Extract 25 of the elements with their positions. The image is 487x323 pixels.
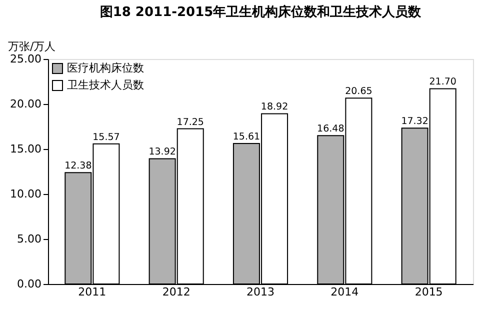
text: 20.65 [345, 86, 372, 98]
x-tick-label: 2014 [330, 286, 359, 298]
text: 15.57 [92, 132, 120, 143]
x-tick-label: 2012 [162, 286, 190, 298]
text: 16.48 [317, 124, 344, 135]
text: 18.92 [260, 102, 288, 113]
x-tick-label: 2013 [246, 286, 274, 298]
y-tick-label: 15.00 [10, 142, 42, 156]
y-tick-label: 5.00 [17, 232, 42, 246]
text: 15.61 [232, 132, 260, 143]
legend-label: 医疗机构床位数 [67, 62, 144, 74]
text: 13.92 [148, 146, 176, 158]
y-tick-label: 10.00 [10, 188, 42, 200]
text: 17.25 [176, 116, 204, 128]
text: 21.70 [429, 76, 456, 88]
y-tick-label: 20.00 [10, 98, 42, 110]
text: 17.32 [401, 116, 428, 128]
legend-label: 卫生技术人员数 [67, 78, 144, 92]
text: 12.38 [64, 160, 92, 172]
chart-title: 图18 2011-2015年卫生机构床位数和卫生技术人员数 [100, 4, 422, 20]
x-tick-label: 2011 [78, 286, 106, 298]
y-axis-title: 万张/万人 [8, 40, 56, 53]
y-tick-label: 0.00 [17, 278, 42, 290]
y-tick-label: 25.00 [10, 52, 42, 66]
x-tick-label: 2015 [414, 286, 443, 298]
